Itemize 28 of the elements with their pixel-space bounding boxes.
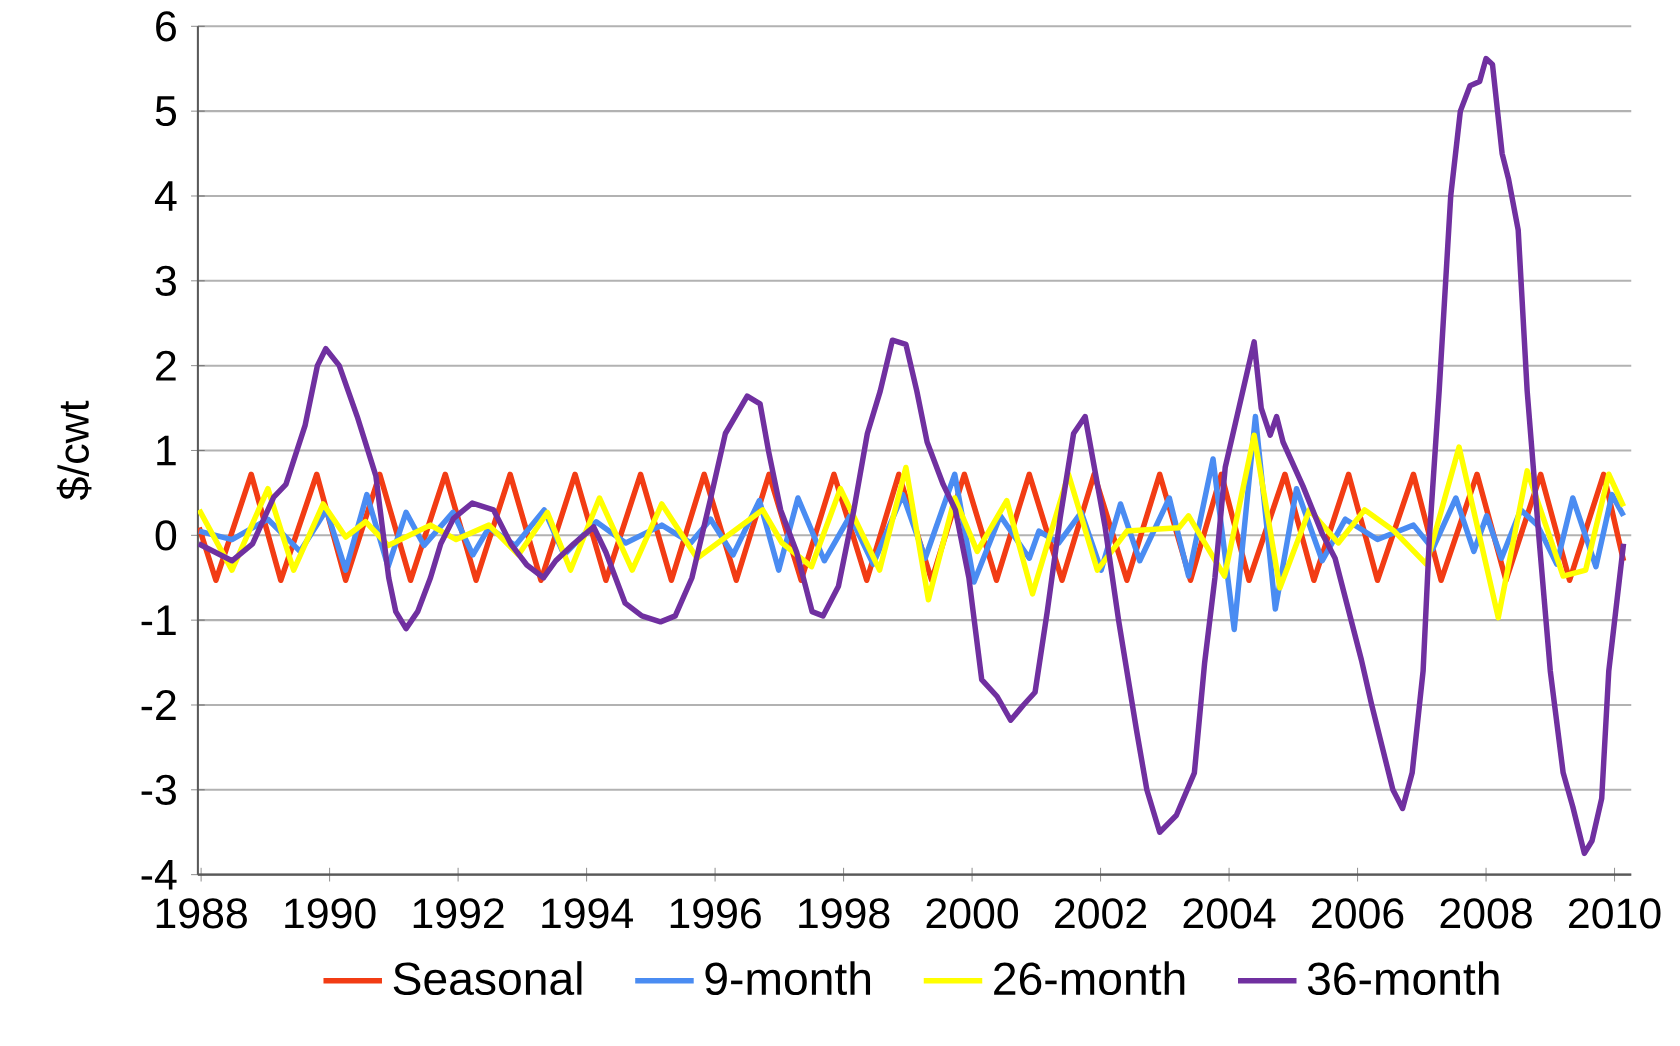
x-tick-label: 1990 — [285, 898, 376, 929]
y-tick-label: 6 — [156, 11, 176, 42]
y-tick-label: 0 — [155, 520, 177, 551]
y-tick-label: 4 — [154, 181, 177, 211]
x-tick-label: 2008 — [1440, 898, 1532, 929]
x-tick-label: 1992 — [413, 898, 504, 929]
y-tick-label: 5 — [155, 96, 177, 126]
y-axis-title: $/cwt — [56, 400, 92, 500]
x-tick-label: 1998 — [799, 898, 890, 929]
y-tick-label: 1 — [157, 435, 176, 466]
y-tick-label: 3 — [155, 265, 176, 296]
y-tick-label: -4 — [141, 859, 177, 890]
y-tick-label: -1 — [141, 605, 176, 635]
x-tick-label: 2002 — [1055, 898, 1147, 929]
x-tick-label: 2004 — [1183, 898, 1276, 929]
y-tick-label: 2 — [156, 350, 176, 381]
legend-label: 26-month — [994, 961, 1185, 995]
x-tick-label: 1996 — [670, 898, 761, 929]
x-tick-label: 2010 — [1569, 898, 1661, 929]
x-tick-label: 2000 — [926, 898, 1019, 929]
y-tick-label: -2 — [141, 689, 176, 720]
legend-label: 36-month — [1307, 961, 1499, 995]
legend-label: 9-month — [705, 961, 871, 995]
x-tick-label: 1988 — [156, 898, 247, 929]
legend-label: Seasonal — [393, 961, 582, 995]
x-tick-label: 1994 — [542, 898, 633, 929]
x-tick-label: 2006 — [1312, 898, 1404, 929]
y-tick-label: -3 — [141, 774, 176, 805]
